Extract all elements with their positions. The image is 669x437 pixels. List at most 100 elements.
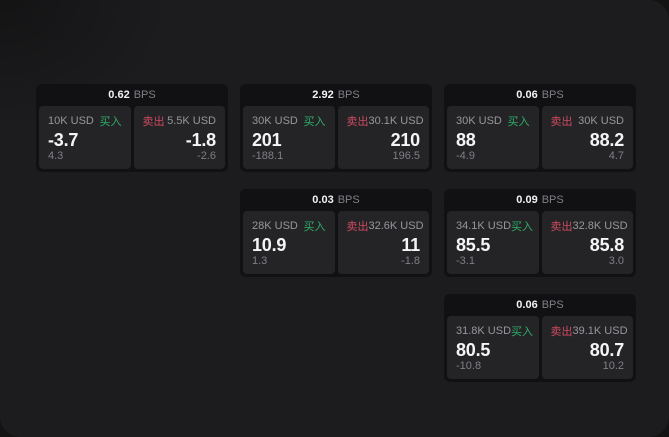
card-body: 34.1K USD 买入 85.5 -3.1 卖出 32.8K USD 85.8… <box>444 211 636 277</box>
quote-card: 0.09 BPS 34.1K USD 买入 85.5 -3.1 卖出 32.8K… <box>444 189 636 277</box>
buy-change: -188.1 <box>252 150 284 162</box>
sell-price: 210 <box>390 129 421 150</box>
bps-unit-label: BPS <box>337 89 360 101</box>
sell-side-label: 卖出 <box>550 116 573 128</box>
bps-value: 0.03 <box>312 194 334 206</box>
card-header: 0.62 BPS <box>36 84 228 106</box>
bps-value: 0.06 <box>516 89 538 101</box>
buy-amount: 34.1K USD <box>456 220 512 232</box>
sell-quote-tile[interactable]: 卖出 32.6K USD 11 -1.8 <box>337 211 429 274</box>
card-header: 0.06 BPS <box>444 84 636 106</box>
bps-unit-label: BPS <box>541 194 564 206</box>
buy-amount: 28K USD <box>252 220 298 232</box>
card-header: 0.03 BPS <box>240 189 432 211</box>
buy-amount: 30K USD <box>456 115 502 127</box>
buy-top-row: 30K USD 买入 <box>252 113 326 129</box>
sell-side-label: 卖出 <box>550 326 573 338</box>
sell-price: 85.8 <box>589 234 624 255</box>
sell-price: 11 <box>401 234 420 255</box>
buy-quote-tile[interactable]: 10K USD 买入 -3.7 4.3 <box>39 106 131 169</box>
sell-quote-tile[interactable]: 卖出 30K USD 88.2 4.7 <box>541 106 633 169</box>
quote-card: 0.62 BPS 10K USD 买入 -3.7 4.3 卖出 5.5K USD… <box>36 84 228 172</box>
bps-value: 0.09 <box>516 194 538 206</box>
sell-top-row: 卖出 39.1K USD <box>550 323 628 339</box>
card-header: 2.92 BPS <box>240 84 432 106</box>
buy-price: 80.5 <box>456 339 491 360</box>
sell-quote-tile[interactable]: 卖出 32.8K USD 85.8 3.0 <box>541 211 633 274</box>
sell-side-label: 卖出 <box>142 116 165 128</box>
card-body: 30K USD 买入 201 -188.1 卖出 30.1K USD 210 1… <box>240 106 432 172</box>
sell-quote-tile[interactable]: 卖出 5.5K USD -1.8 -2.6 <box>133 106 225 169</box>
sell-top-row: 卖出 30K USD <box>551 113 625 129</box>
bps-value: 2.92 <box>312 89 334 101</box>
buy-top-row: 30K USD 买入 <box>456 113 530 129</box>
buy-price: 201 <box>252 129 282 150</box>
buy-change: 1.3 <box>252 255 268 267</box>
sell-price: 80.7 <box>589 339 624 360</box>
sell-top-row: 卖出 30.1K USD <box>346 113 424 129</box>
buy-quote-tile[interactable]: 34.1K USD 买入 85.5 -3.1 <box>447 211 539 274</box>
buy-amount: 10K USD <box>48 115 94 127</box>
buy-price: 88 <box>456 129 476 150</box>
buy-quote-tile[interactable]: 30K USD 买入 201 -188.1 <box>243 106 335 169</box>
bps-value: 0.62 <box>108 89 130 101</box>
sell-change: -2.6 <box>197 150 216 162</box>
bps-unit-label: BPS <box>541 299 564 311</box>
buy-top-row: 28K USD 买入 <box>252 218 326 234</box>
sell-top-row: 卖出 32.6K USD <box>346 218 424 234</box>
sell-amount: 39.1K USD <box>572 325 628 337</box>
buy-price: -3.7 <box>48 129 79 150</box>
buy-side-label: 买入 <box>99 116 122 128</box>
sell-amount: 30K USD <box>578 115 624 127</box>
sell-side-label: 卖出 <box>346 116 369 128</box>
buy-side-label: 买入 <box>507 116 530 128</box>
quote-card: 2.92 BPS 30K USD 买入 201 -188.1 卖出 30.1K … <box>240 84 432 172</box>
bps-unit-label: BPS <box>541 89 564 101</box>
card-header: 0.06 BPS <box>444 294 636 316</box>
sell-side-label: 卖出 <box>550 221 573 233</box>
sell-amount: 5.5K USD <box>167 115 216 127</box>
buy-amount: 30K USD <box>252 115 298 127</box>
quote-card: 0.06 BPS 30K USD 买入 88 -4.9 卖出 30K USD 8… <box>444 84 636 172</box>
card-body: 10K USD 买入 -3.7 4.3 卖出 5.5K USD -1.8 -2.… <box>36 106 228 172</box>
sell-quote-tile[interactable]: 卖出 30.1K USD 210 196.5 <box>337 106 429 169</box>
sell-change: 3.0 <box>608 255 624 267</box>
sell-amount: 32.8K USD <box>572 220 628 232</box>
buy-quote-tile[interactable]: 28K USD 买入 10.9 1.3 <box>243 211 335 274</box>
card-header: 0.09 BPS <box>444 189 636 211</box>
sell-amount: 30.1K USD <box>368 115 424 127</box>
card-body: 28K USD 买入 10.9 1.3 卖出 32.6K USD 11 -1.8 <box>240 211 432 277</box>
buy-quote-tile[interactable]: 31.8K USD 买入 80.5 -10.8 <box>447 316 539 379</box>
sell-change: 10.2 <box>602 360 624 372</box>
buy-change: -3.1 <box>456 255 475 267</box>
buy-top-row: 10K USD 买入 <box>48 113 122 129</box>
sell-amount: 32.6K USD <box>368 220 424 232</box>
buy-change: -4.9 <box>456 150 475 162</box>
sell-price: 88.2 <box>589 129 624 150</box>
sell-top-row: 卖出 32.8K USD <box>550 218 628 234</box>
sell-side-label: 卖出 <box>346 221 369 233</box>
card-body: 30K USD 买入 88 -4.9 卖出 30K USD 88.2 4.7 <box>444 106 636 172</box>
buy-side-label: 买入 <box>511 221 534 233</box>
buy-side-label: 买入 <box>303 116 326 128</box>
buy-price: 10.9 <box>252 234 287 255</box>
quote-card: 0.06 BPS 31.8K USD 买入 80.5 -10.8 卖出 39.1… <box>444 294 636 382</box>
sell-change: 4.7 <box>608 150 624 162</box>
buy-amount: 31.8K USD <box>456 325 512 337</box>
buy-top-row: 34.1K USD 买入 <box>456 218 534 234</box>
bps-unit-label: BPS <box>337 194 360 206</box>
buy-price: 85.5 <box>456 234 491 255</box>
bps-unit-label: BPS <box>133 89 156 101</box>
buy-side-label: 买入 <box>511 326 534 338</box>
buy-change: 4.3 <box>48 150 64 162</box>
sell-quote-tile[interactable]: 卖出 39.1K USD 80.7 10.2 <box>541 316 633 379</box>
card-body: 31.8K USD 买入 80.5 -10.8 卖出 39.1K USD 80.… <box>444 316 636 382</box>
buy-side-label: 买入 <box>303 221 326 233</box>
sell-change: -1.8 <box>401 255 420 267</box>
buy-quote-tile[interactable]: 30K USD 买入 88 -4.9 <box>447 106 539 169</box>
buy-change: -10.8 <box>456 360 482 372</box>
bps-value: 0.06 <box>516 299 538 311</box>
quote-card: 0.03 BPS 28K USD 买入 10.9 1.3 卖出 32.6K US… <box>240 189 432 277</box>
quotes-grid: 0.62 BPS 10K USD 买入 -3.7 4.3 卖出 5.5K USD… <box>36 84 636 382</box>
